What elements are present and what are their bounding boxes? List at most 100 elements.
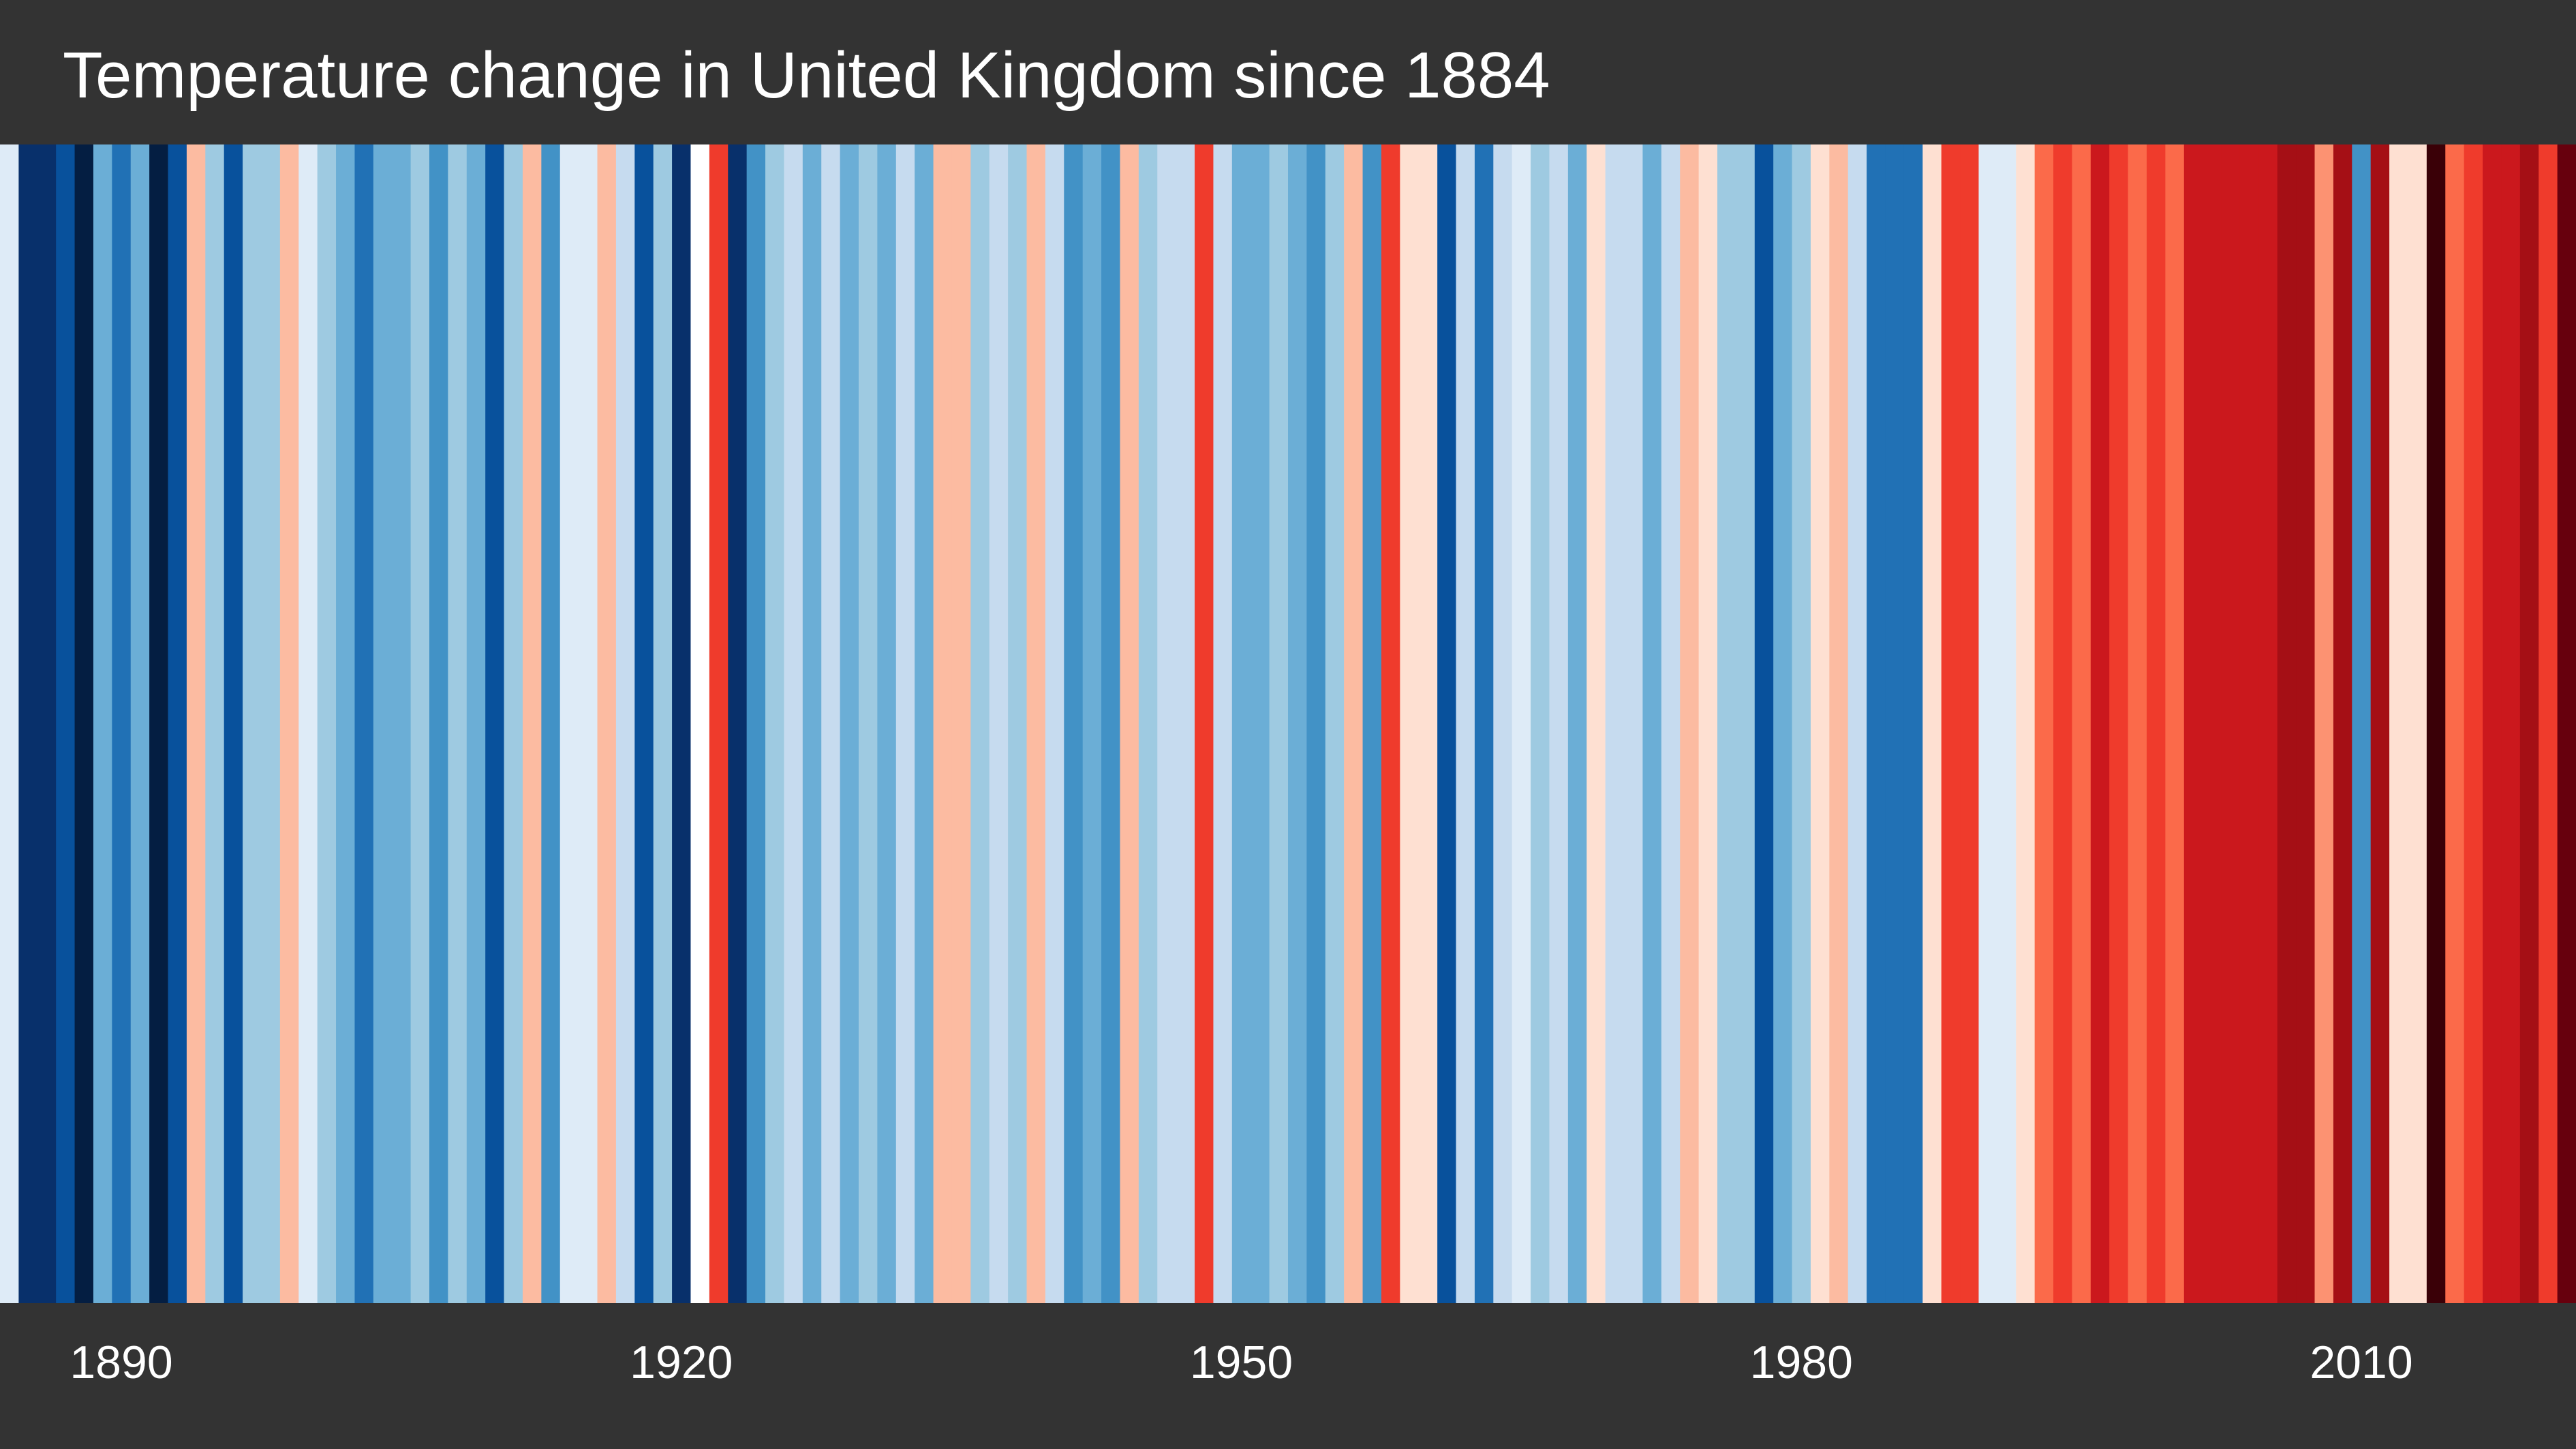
stripe-1948	[1195, 144, 1214, 1303]
stripe-1933	[915, 144, 934, 1303]
stripe-1891	[130, 144, 150, 1303]
chart-title: Temperature change in United Kingdom sin…	[63, 39, 1550, 112]
stripe-1957	[1362, 144, 1382, 1303]
stripe-1932	[895, 144, 915, 1303]
stripe-1979	[1773, 144, 1793, 1303]
stripe-1952	[1269, 144, 1289, 1303]
stripe-2014	[2426, 144, 2446, 1303]
stripe-1923	[728, 144, 748, 1303]
stripe-1993	[2034, 144, 2054, 1303]
stripe-1964	[1493, 144, 1513, 1303]
x-tick-label-1890: 1890	[70, 1337, 173, 1388]
stripe-1947	[1176, 144, 1195, 1303]
stripe-1931	[877, 144, 897, 1303]
stripe-1917	[615, 144, 635, 1303]
stripe-2005	[2258, 144, 2278, 1303]
stripe-1971	[1624, 144, 1644, 1303]
stripe-1974	[1680, 144, 1700, 1303]
stripe-1894	[186, 144, 206, 1303]
warming-stripes	[0, 144, 2576, 1303]
stripe-1941	[1064, 144, 1084, 1303]
stripe-1937	[989, 144, 1009, 1303]
stripe-1999	[2147, 144, 2166, 1303]
stripe-1991	[1997, 144, 2017, 1303]
stripe-2003	[2221, 144, 2241, 1303]
stripe-1961	[1437, 144, 1457, 1303]
x-tick-label-1980: 1980	[1749, 1337, 1853, 1388]
stripe-1920	[672, 144, 692, 1303]
stripe-1898	[261, 144, 281, 1303]
stripe-1963	[1474, 144, 1494, 1303]
stripe-1901	[317, 144, 337, 1303]
stripe-1928	[821, 144, 841, 1303]
stripe-2021	[2557, 144, 2576, 1303]
stripe-1959	[1400, 144, 1420, 1303]
stripe-1934	[933, 144, 953, 1303]
stripe-1927	[802, 144, 822, 1303]
stripe-1985	[1885, 144, 1905, 1303]
stripe-1939	[1026, 144, 1046, 1303]
stripe-1955	[1325, 144, 1345, 1303]
stripe-1915	[579, 144, 598, 1303]
stripe-1903	[354, 144, 374, 1303]
stripe-1998	[2128, 144, 2147, 1303]
stripe-2000	[2165, 144, 2185, 1303]
stripe-1972	[1642, 144, 1662, 1303]
stripe-1981	[1810, 144, 1830, 1303]
stripe-1940	[1045, 144, 1064, 1303]
stripe-1976	[1717, 144, 1736, 1303]
stripe-1969	[1586, 144, 1606, 1303]
stripe-1926	[784, 144, 803, 1303]
stripe-1913	[541, 144, 561, 1303]
stripe-2019	[2519, 144, 2539, 1303]
stripe-1944	[1120, 144, 1139, 1303]
stripe-1967	[1549, 144, 1569, 1303]
stripe-1890	[112, 144, 132, 1303]
stripe-1956	[1344, 144, 1364, 1303]
stripe-1914	[559, 144, 579, 1303]
stripe-1929	[840, 144, 859, 1303]
stripe-2004	[2239, 144, 2259, 1303]
stripe-1918	[634, 144, 654, 1303]
stripe-2008	[2314, 144, 2334, 1303]
stripe-1984	[1867, 144, 1886, 1303]
stripe-1906	[410, 144, 430, 1303]
stripe-1945	[1138, 144, 1158, 1303]
stripe-1935	[951, 144, 971, 1303]
stripe-1943	[1101, 144, 1121, 1303]
stripe-1954	[1306, 144, 1326, 1303]
stripe-1987	[1922, 144, 1942, 1303]
stripe-2011	[2370, 144, 2390, 1303]
stripe-2012	[2389, 144, 2409, 1303]
stripe-1950	[1231, 144, 1251, 1303]
stripe-1908	[448, 144, 467, 1303]
stripe-1911	[504, 144, 523, 1303]
stripe-1899	[279, 144, 299, 1303]
stripe-1965	[1512, 144, 1531, 1303]
stripe-1887	[56, 144, 76, 1303]
x-axis: 1890 1920 1950 1980 2010	[0, 1303, 2576, 1449]
stripe-1895	[205, 144, 225, 1303]
stripe-2016	[2464, 144, 2483, 1303]
stripe-1970	[1605, 144, 1625, 1303]
stripe-2020	[2539, 144, 2558, 1303]
stripe-1990	[1978, 144, 1998, 1303]
stripe-1888	[74, 144, 94, 1303]
stripe-2009	[2333, 144, 2352, 1303]
stripe-1960	[1418, 144, 1438, 1303]
stripe-1986	[1903, 144, 1923, 1303]
stripe-1983	[1847, 144, 1867, 1303]
stripe-1893	[168, 144, 187, 1303]
stripe-1907	[429, 144, 448, 1303]
stripe-1910	[485, 144, 505, 1303]
stripe-1892	[149, 144, 169, 1303]
x-tick-label-1950: 1950	[1189, 1337, 1293, 1388]
stripe-1905	[392, 144, 412, 1303]
stripe-1900	[298, 144, 318, 1303]
stripe-1951	[1251, 144, 1270, 1303]
stripe-1942	[1082, 144, 1102, 1303]
stripe-1924	[746, 144, 766, 1303]
stripe-1995	[2072, 144, 2091, 1303]
stripe-1946	[1157, 144, 1177, 1303]
stripe-1886	[37, 144, 57, 1303]
